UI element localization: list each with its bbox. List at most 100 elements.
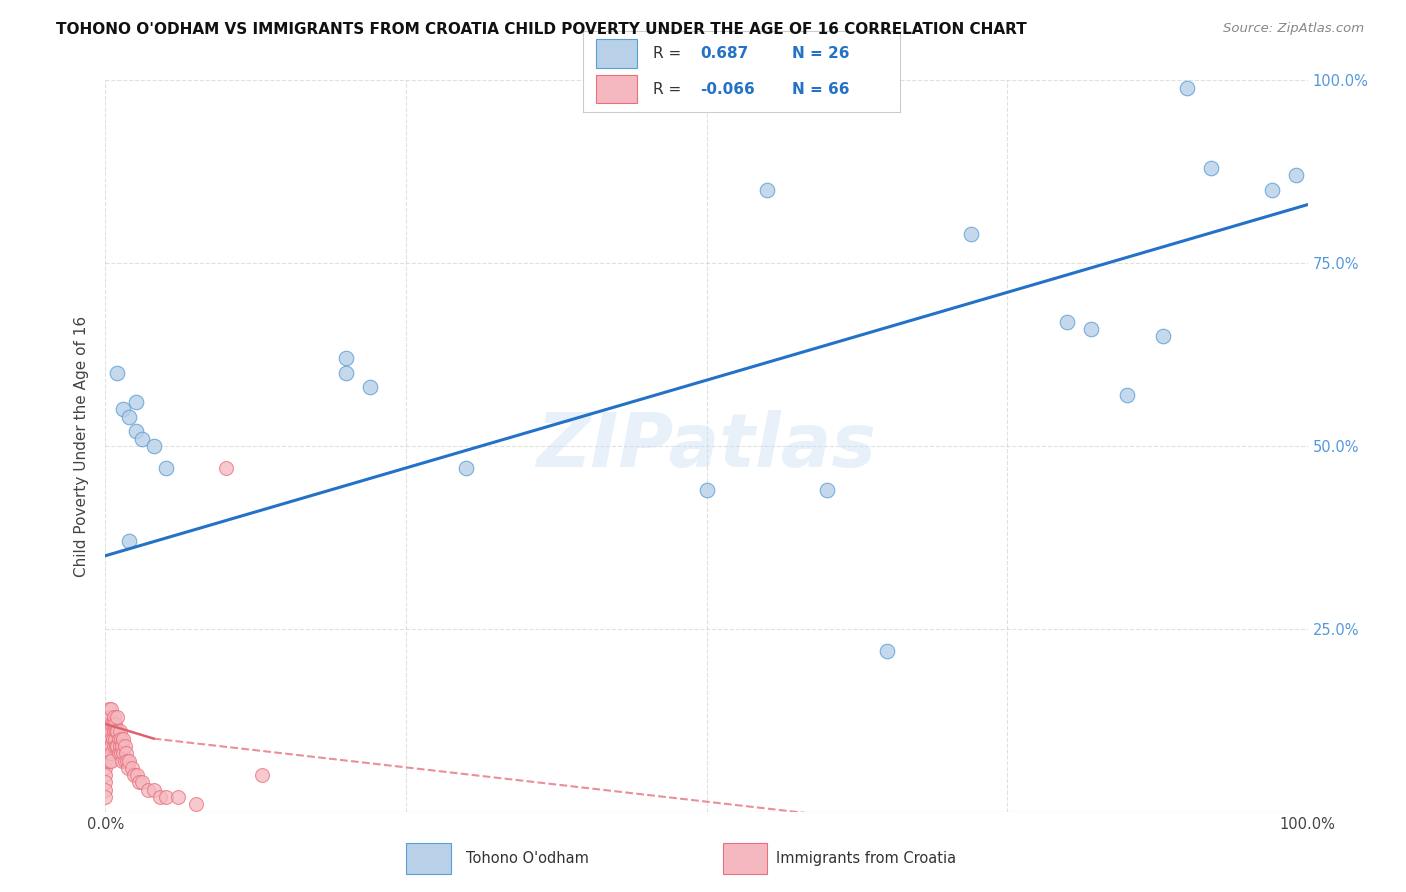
Point bbox=[94, 731, 117, 746]
Point bbox=[111, 739, 134, 753]
Point bbox=[100, 746, 122, 760]
Point bbox=[103, 709, 125, 723]
Point bbox=[94, 717, 117, 731]
Point bbox=[98, 709, 121, 723]
Point bbox=[100, 731, 122, 746]
Point bbox=[111, 754, 134, 768]
Point bbox=[105, 724, 128, 739]
Point bbox=[98, 746, 121, 760]
Point bbox=[155, 461, 177, 475]
Point bbox=[142, 439, 165, 453]
Point bbox=[105, 739, 128, 753]
Point bbox=[184, 797, 207, 812]
Point bbox=[94, 739, 117, 753]
Point bbox=[166, 790, 188, 805]
Point bbox=[1080, 322, 1102, 336]
Bar bbox=[723, 843, 768, 874]
Text: N = 26: N = 26 bbox=[793, 46, 849, 62]
Point bbox=[124, 768, 146, 782]
Point bbox=[115, 746, 138, 760]
Y-axis label: Child Poverty Under the Age of 16: Child Poverty Under the Age of 16 bbox=[75, 316, 90, 576]
Point bbox=[696, 483, 718, 497]
Point bbox=[101, 731, 124, 746]
Text: Immigrants from Croatia: Immigrants from Croatia bbox=[776, 851, 956, 866]
Bar bbox=[596, 75, 637, 103]
Point bbox=[815, 483, 838, 497]
Text: Tohono O'odham: Tohono O'odham bbox=[467, 851, 589, 866]
Point bbox=[136, 782, 159, 797]
Point bbox=[155, 790, 177, 805]
Point bbox=[94, 768, 117, 782]
Point bbox=[103, 739, 125, 753]
Point bbox=[112, 402, 135, 417]
Point bbox=[100, 739, 122, 753]
Point bbox=[98, 717, 121, 731]
Point bbox=[1056, 315, 1078, 329]
Point bbox=[118, 409, 141, 424]
Point bbox=[98, 739, 121, 753]
Point bbox=[104, 731, 127, 746]
Point bbox=[100, 717, 122, 731]
Bar bbox=[406, 843, 451, 874]
Point bbox=[103, 724, 125, 739]
Point bbox=[335, 366, 357, 380]
Point bbox=[117, 761, 139, 775]
Point bbox=[960, 227, 983, 241]
Point bbox=[94, 790, 117, 805]
Text: ZIPatlas: ZIPatlas bbox=[537, 409, 876, 483]
Point bbox=[1201, 161, 1223, 175]
Point bbox=[128, 775, 150, 789]
Point bbox=[107, 739, 129, 753]
Point bbox=[118, 534, 141, 549]
Point bbox=[131, 775, 153, 789]
Text: Source: ZipAtlas.com: Source: ZipAtlas.com bbox=[1223, 22, 1364, 36]
Point bbox=[107, 731, 129, 746]
Point bbox=[100, 702, 122, 716]
Point bbox=[125, 768, 148, 782]
Point bbox=[94, 782, 117, 797]
Point bbox=[131, 432, 153, 446]
Point bbox=[94, 761, 117, 775]
Point bbox=[124, 395, 146, 409]
Point bbox=[110, 731, 132, 746]
Point bbox=[1116, 388, 1139, 402]
Point bbox=[101, 717, 124, 731]
Point bbox=[876, 644, 898, 658]
Point bbox=[107, 709, 129, 723]
Point bbox=[1152, 329, 1174, 343]
Point bbox=[114, 754, 136, 768]
Point bbox=[112, 731, 135, 746]
Text: 0.687: 0.687 bbox=[700, 46, 749, 62]
Point bbox=[755, 183, 778, 197]
Point bbox=[110, 746, 132, 760]
Point bbox=[118, 754, 141, 768]
Point bbox=[104, 717, 127, 731]
Point bbox=[148, 790, 170, 805]
Point bbox=[107, 746, 129, 760]
Point bbox=[115, 754, 138, 768]
Text: R =: R = bbox=[652, 81, 686, 96]
Point bbox=[98, 754, 121, 768]
Point bbox=[335, 351, 357, 366]
Point bbox=[142, 782, 165, 797]
Point bbox=[359, 380, 381, 394]
Point bbox=[214, 461, 236, 475]
Text: TOHONO O'ODHAM VS IMMIGRANTS FROM CROATIA CHILD POVERTY UNDER THE AGE OF 16 CORR: TOHONO O'ODHAM VS IMMIGRANTS FROM CROATI… bbox=[56, 22, 1026, 37]
Point bbox=[250, 768, 273, 782]
Point bbox=[107, 366, 129, 380]
Point bbox=[98, 724, 121, 739]
Point bbox=[121, 761, 143, 775]
Point bbox=[114, 739, 136, 753]
Point bbox=[1284, 169, 1306, 183]
Text: N = 66: N = 66 bbox=[793, 81, 849, 96]
Point bbox=[94, 746, 117, 760]
Text: R =: R = bbox=[652, 46, 686, 62]
Point bbox=[98, 739, 121, 753]
Point bbox=[454, 461, 477, 475]
Point bbox=[100, 754, 122, 768]
Point bbox=[1260, 183, 1282, 197]
Point bbox=[94, 754, 117, 768]
Point bbox=[108, 724, 131, 739]
Bar bbox=[596, 39, 637, 68]
Point bbox=[107, 724, 129, 739]
